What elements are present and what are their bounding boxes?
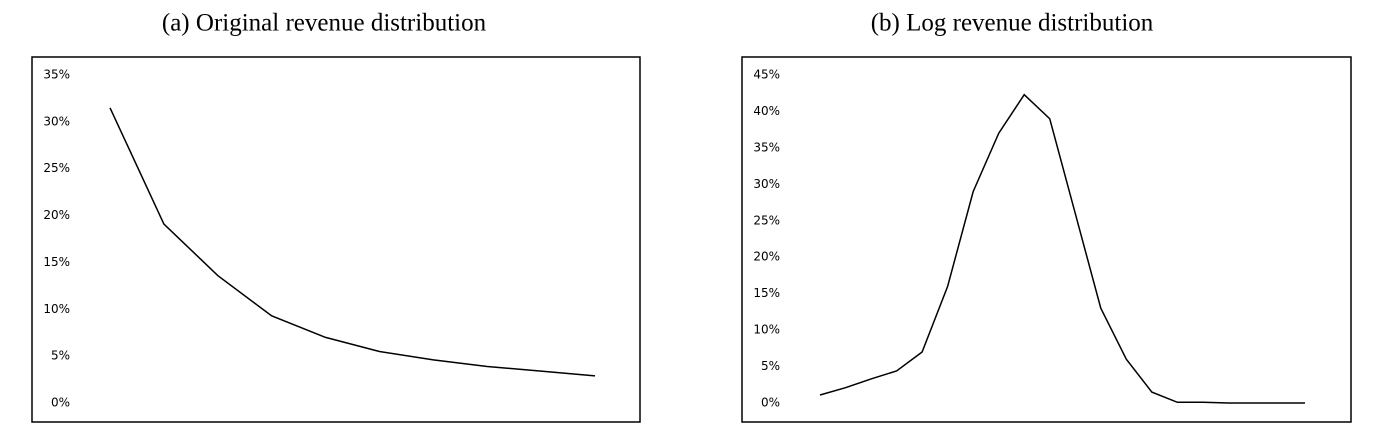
data-line xyxy=(109,107,596,377)
y-tick-label: 20% xyxy=(753,250,780,264)
y-tick-label: 45% xyxy=(753,68,780,82)
y-tick-label: 10% xyxy=(753,323,780,337)
data-line xyxy=(819,93,1305,404)
y-tick-label: 0% xyxy=(761,396,780,410)
chart-title: (b) Log revenue distribution xyxy=(871,10,1154,37)
y-tick-label: 35% xyxy=(753,140,780,154)
y-tick-label: 15% xyxy=(753,286,780,300)
y-tick-label: 5% xyxy=(761,359,780,373)
y-tick-label: 10% xyxy=(43,302,70,316)
y-tick-label: 30% xyxy=(753,177,780,191)
y-tick-label: 20% xyxy=(43,208,70,222)
y-tick-label: 30% xyxy=(43,114,70,128)
y-tick-label: 15% xyxy=(43,255,70,269)
plot-frame xyxy=(741,56,1352,423)
y-tick-label: 35% xyxy=(43,68,70,82)
y-tick-label: 25% xyxy=(753,213,780,227)
chart-title: (a) Original revenue distribution xyxy=(162,10,487,37)
y-tick-label: 25% xyxy=(43,161,70,175)
plot-frame xyxy=(31,56,641,423)
y-tick-label: 5% xyxy=(51,349,70,363)
y-tick-label: 0% xyxy=(51,396,70,410)
y-tick-label: 40% xyxy=(753,104,780,118)
